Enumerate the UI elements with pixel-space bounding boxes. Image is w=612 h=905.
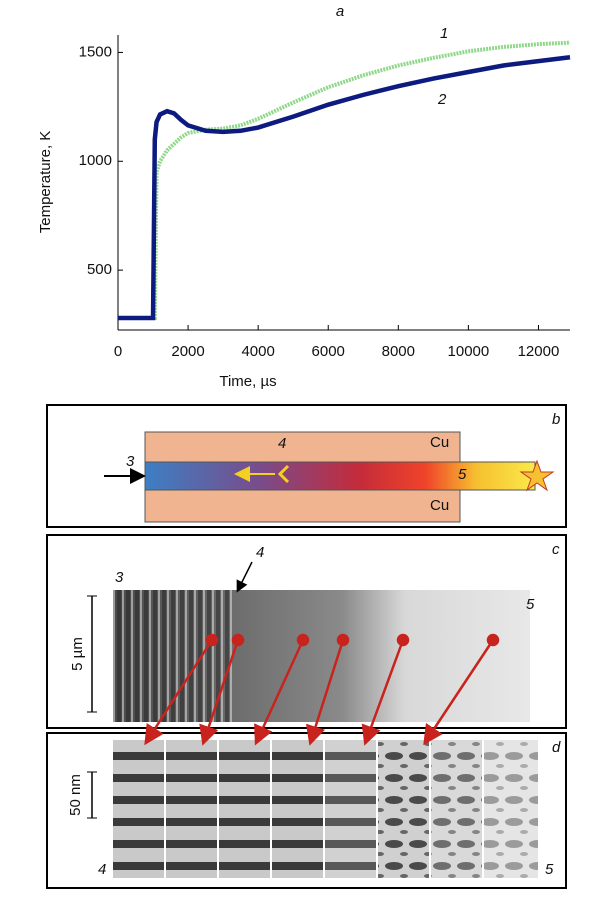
label: 3 bbox=[115, 569, 124, 586]
label: 5 bbox=[526, 596, 535, 613]
series-line bbox=[118, 40, 571, 321]
arrow bbox=[361, 639, 405, 746]
x-tick-label: 12000 bbox=[518, 343, 560, 360]
label: 5 bbox=[545, 861, 554, 878]
x-tick-label: 6000 bbox=[312, 343, 345, 360]
series-label: 1 bbox=[440, 25, 448, 42]
arrow bbox=[254, 639, 305, 746]
micrograph-strip bbox=[166, 740, 217, 878]
micrograph-strip bbox=[272, 740, 323, 878]
dot bbox=[231, 633, 245, 647]
y-tick-label: 500 bbox=[87, 261, 112, 278]
x-tick-label: 2000 bbox=[171, 343, 204, 360]
material: Cu bbox=[430, 497, 449, 514]
arrow bbox=[144, 639, 214, 746]
dot bbox=[396, 633, 410, 647]
star bbox=[519, 459, 555, 492]
x-axis-title: Time, µs bbox=[219, 373, 276, 390]
scale-label: 50 nm bbox=[67, 774, 84, 816]
dot bbox=[486, 633, 500, 647]
label: 5 bbox=[458, 466, 467, 483]
x-tick-label: 4000 bbox=[241, 343, 274, 360]
micrograph-strip bbox=[378, 740, 429, 878]
panel-d: d 50 nm 4 5 bbox=[46, 732, 567, 889]
series-line bbox=[118, 54, 571, 321]
wave-front bbox=[277, 464, 290, 484]
x-tick-label: 10000 bbox=[448, 343, 490, 360]
panel-letter: d bbox=[552, 739, 561, 756]
micrograph-strip bbox=[484, 740, 538, 878]
arrow bbox=[305, 639, 345, 746]
micrograph-strip bbox=[431, 740, 482, 878]
micrograph-strip bbox=[325, 740, 376, 878]
panel-letter: b bbox=[552, 411, 560, 428]
series-label: 2 bbox=[437, 91, 447, 108]
label: 4 bbox=[256, 544, 264, 561]
scale-label: 5 µm bbox=[69, 637, 86, 671]
sample-rod bbox=[144, 461, 536, 491]
label: 3 bbox=[126, 453, 135, 470]
label: 4 bbox=[278, 435, 286, 452]
dot bbox=[296, 633, 310, 647]
y-tick-label: 1000 bbox=[79, 152, 112, 169]
arrow bbox=[199, 639, 240, 746]
y-tick-label: 1500 bbox=[79, 43, 112, 60]
label: 4 bbox=[98, 861, 106, 878]
material: Cu bbox=[430, 434, 449, 451]
x-tick-label: 0 bbox=[114, 343, 122, 360]
panel-b: b 3 4 5 Cu Cu bbox=[46, 404, 567, 528]
x-tick-label: 8000 bbox=[382, 343, 415, 360]
micrograph-strip bbox=[219, 740, 270, 878]
panel-letter: a bbox=[336, 3, 344, 20]
arrow bbox=[423, 639, 495, 746]
chart-a: a Time, µs Temperature, K 500 1000 1500 0 20… bbox=[37, 3, 571, 390]
dot bbox=[205, 633, 219, 647]
panel-letter: c bbox=[552, 541, 560, 558]
arrow bbox=[236, 561, 253, 593]
panel-c: c 3 4 5 5 µm bbox=[46, 534, 567, 729]
panel-frame bbox=[46, 404, 567, 528]
y-axis-title: Temperature, K bbox=[37, 131, 54, 234]
locator-arrows bbox=[144, 633, 500, 746]
dot bbox=[336, 633, 350, 647]
micrograph-strip bbox=[113, 740, 164, 878]
